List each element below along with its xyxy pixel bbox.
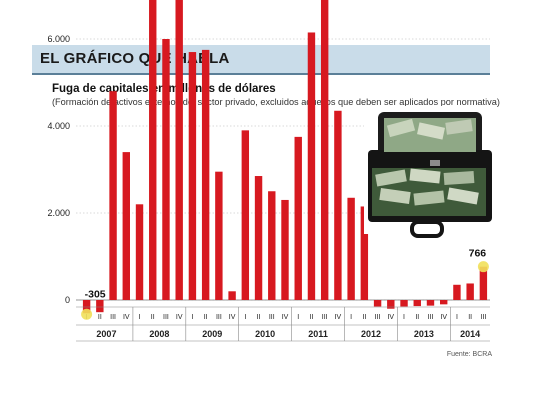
quarter-label: II — [415, 314, 419, 321]
quarter-label: I — [297, 314, 299, 321]
data-label: 766 — [469, 248, 487, 260]
bar — [201, 49, 210, 300]
y-tick-label: 2.000 — [47, 208, 70, 218]
header-rule — [32, 73, 490, 75]
quarter-label: I — [191, 314, 193, 321]
bar — [82, 300, 91, 314]
bars — [82, 0, 488, 314]
bar — [188, 52, 197, 300]
bar — [135, 204, 144, 300]
bar — [373, 300, 382, 307]
y-tick-label: 6.000 — [47, 34, 70, 44]
bar — [109, 91, 117, 300]
quarter-label: II — [257, 314, 261, 321]
bar — [453, 284, 461, 300]
quarter-label: III — [480, 314, 486, 321]
quarter-label: I — [350, 314, 352, 321]
quarter-label: II — [204, 314, 208, 321]
year-label: 2012 — [361, 329, 381, 339]
bar — [347, 197, 355, 300]
bar — [215, 171, 223, 300]
bar — [281, 199, 289, 300]
quarter-label: II — [98, 314, 102, 321]
quarter-label: IV — [282, 314, 289, 321]
quarter-label: I — [244, 314, 246, 321]
quarter-label: IV — [123, 314, 130, 321]
bar — [268, 191, 276, 300]
x-axis: IIIIIIIVIIIIIIIVIIIIIIIVIIIIIIIVIIIIIIIV… — [76, 306, 490, 342]
bar — [466, 283, 474, 300]
quarter-label: III — [269, 314, 275, 321]
bar — [400, 300, 408, 307]
quarter-label: IV — [335, 314, 342, 321]
bar — [440, 300, 448, 305]
quarter-label: II — [362, 314, 366, 321]
bar — [307, 32, 316, 300]
bar — [254, 176, 263, 300]
bar — [426, 300, 435, 306]
bar — [122, 152, 130, 300]
quarter-label: IV — [440, 314, 447, 321]
bar — [479, 266, 488, 300]
quarter-label: I — [403, 314, 405, 321]
year-label: 2009 — [202, 329, 222, 339]
year-label: 2007 — [96, 329, 116, 339]
chart-subtitle: (Formación de activos externos del secto… — [52, 97, 500, 107]
bar — [413, 300, 421, 307]
bar — [175, 0, 183, 300]
bar — [294, 136, 302, 300]
highlight-marker — [477, 261, 489, 273]
year-label: 2014 — [460, 329, 480, 339]
year-label: 2013 — [414, 329, 434, 339]
quarter-label: II — [151, 314, 155, 321]
quarter-label: II — [468, 314, 472, 321]
bar — [241, 130, 250, 300]
bar — [228, 291, 236, 300]
source-note: Fuente: BCRA — [446, 351, 492, 358]
quarter-label: III — [216, 314, 222, 321]
quarter-label: II — [310, 314, 314, 321]
quarter-label: I — [139, 314, 141, 321]
bar — [96, 300, 104, 313]
year-label: 2008 — [149, 329, 169, 339]
bar — [162, 39, 170, 300]
year-label: 2011 — [308, 329, 328, 339]
quarter-label: I — [456, 314, 458, 321]
quarter-label: IV — [176, 314, 183, 321]
y-tick-label: 4.000 — [47, 121, 70, 131]
quarter-label: III — [322, 314, 328, 321]
y-tick-label: 0 — [65, 295, 70, 305]
quarter-label: III — [110, 314, 116, 321]
quarter-label: IV — [387, 314, 394, 321]
year-label: 2010 — [255, 329, 275, 339]
data-label: -305 — [85, 288, 106, 300]
bar — [320, 0, 329, 301]
bar — [360, 206, 369, 300]
quarter-label: III — [428, 314, 434, 321]
bar — [334, 110, 342, 301]
quarter-label: III — [375, 314, 381, 321]
quarter-label: IV — [229, 314, 236, 321]
highlight-marker — [81, 308, 93, 320]
briefcase-with-money-icon — [364, 106, 492, 238]
bar — [149, 0, 157, 300]
callouts: -3058.524766 — [81, 248, 489, 320]
bar — [387, 300, 395, 309]
quarter-label: III — [163, 314, 169, 321]
